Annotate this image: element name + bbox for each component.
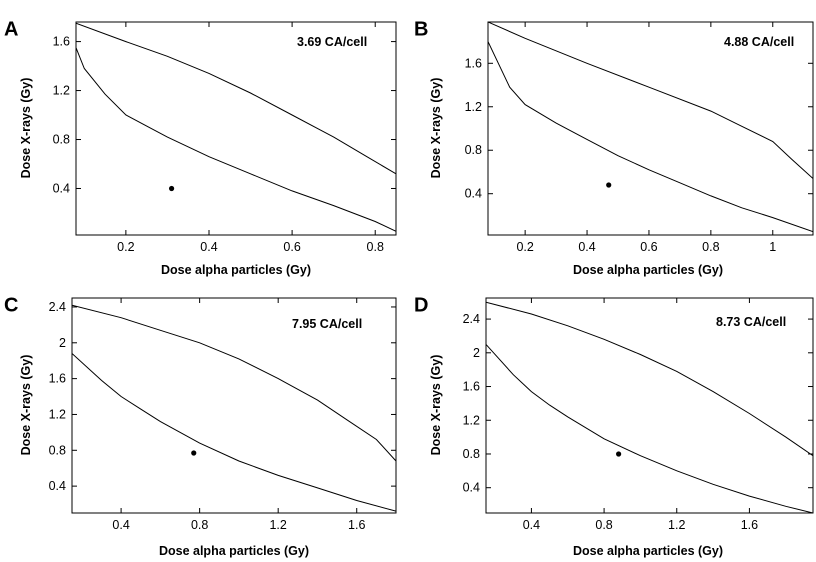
x-tick-label: 0.6 xyxy=(640,240,657,254)
measured-point xyxy=(168,185,175,192)
x-tick-label: 1.2 xyxy=(269,518,286,532)
y-tick-label: 0.8 xyxy=(49,443,66,457)
y-tick-label: 0.4 xyxy=(463,481,480,495)
y-tick-label: 1.6 xyxy=(53,35,70,49)
y-tick-label: 1.6 xyxy=(463,380,480,394)
y-tick-label: 0.4 xyxy=(53,181,70,195)
y-tick-label: 0.8 xyxy=(463,447,480,461)
y-axis-label: Dose X-rays (Gy) xyxy=(429,78,443,179)
panel-letter: A xyxy=(4,19,18,41)
x-tick-label: 0.8 xyxy=(367,240,384,254)
y-tick-label: 1.6 xyxy=(49,372,66,386)
x-axis-label: Dose alpha particles (Gy) xyxy=(573,544,723,558)
x-tick-label: 0.8 xyxy=(595,518,612,532)
measured-point xyxy=(191,450,197,456)
x-tick-label: 1.2 xyxy=(668,518,685,532)
plot-frame xyxy=(71,297,397,514)
upper-boundary-line xyxy=(72,304,396,462)
x-tick-label: 0.4 xyxy=(578,240,595,254)
panel-letter: B xyxy=(414,19,428,41)
aberration-annotation: 4.88 CA/cell xyxy=(724,35,794,49)
x-tick-label: 0.6 xyxy=(283,240,300,254)
aberration-annotation: 7.95 CA/cell xyxy=(292,317,362,331)
y-tick-label: 0.8 xyxy=(53,133,70,147)
y-tick-label: 2.4 xyxy=(49,300,66,314)
x-axis-label: Dose alpha particles (Gy) xyxy=(159,544,309,558)
y-tick-label: 1.2 xyxy=(49,407,66,421)
y-tick-label: 1.6 xyxy=(465,56,482,70)
y-axis-label: Dose X-rays (Gy) xyxy=(429,355,443,456)
panel-letter: D xyxy=(414,295,428,317)
y-axis-label: Dose X-rays (Gy) xyxy=(19,78,33,179)
y-tick-label: 0.4 xyxy=(49,479,66,493)
y-tick-label: 2 xyxy=(473,346,480,360)
x-axis-label: Dose alpha particles (Gy) xyxy=(161,263,311,277)
y-tick-label: 2.4 xyxy=(463,312,480,326)
measured-point xyxy=(606,182,612,188)
upper-boundary-line xyxy=(486,301,813,457)
y-tick-label: 1.2 xyxy=(463,413,480,427)
panel-a: A 3.69 CA/cell 0.2 0.4 0.6 0.8 0.4 0.8 1.2 1.6 Dos… xyxy=(4,19,397,277)
lower-boundary-line xyxy=(72,353,396,512)
y-tick-label: 1.2 xyxy=(53,84,70,98)
panel-c: C 7.95 CA/cell 0.4 0.8 1.2 1.6 0.4 0.8 1.2 1.6 2 2.… xyxy=(4,295,397,558)
plot-frame xyxy=(487,21,814,236)
x-tick-label: 0.8 xyxy=(702,240,719,254)
lower-boundary-line xyxy=(488,41,813,233)
x-tick-label: 0.4 xyxy=(200,240,217,254)
x-tick-label: 1.6 xyxy=(348,518,365,532)
x-tick-label: 0.8 xyxy=(191,518,208,532)
panel-b: B 4.88 CA/cell 0.2 0.4 0.6 0.8 1 0.4 0.8 1.2 1.6 Do… xyxy=(414,19,814,277)
y-tick-label: 1.2 xyxy=(465,100,482,114)
lower-boundary-line xyxy=(486,344,813,513)
y-axis-label: Dose X-rays (Gy) xyxy=(19,355,33,456)
aberration-annotation: 3.69 CA/cell xyxy=(297,35,367,49)
y-tick-label: 0.4 xyxy=(465,187,482,201)
plot-frame xyxy=(485,297,814,514)
panel-d: D 8.73 CA/cell 0.4 0.8 1.2 1.6 0.4 0.8 1.2 1.6 2 2.… xyxy=(414,295,814,558)
measured-point xyxy=(616,451,622,457)
x-tick-label: 0.4 xyxy=(112,518,129,532)
y-tick-label: 0.8 xyxy=(465,143,482,157)
panel-letter: C xyxy=(4,295,18,317)
x-tick-label: 0.4 xyxy=(523,518,540,532)
aberration-annotation: 8.73 CA/cell xyxy=(716,315,786,329)
y-tick-label: 2 xyxy=(59,336,66,350)
x-tick-label: 1 xyxy=(769,240,776,254)
x-tick-label: 0.2 xyxy=(117,240,134,254)
x-tick-label: 0.2 xyxy=(516,240,533,254)
x-axis-label: Dose alpha particles (Gy) xyxy=(573,263,723,277)
lower-boundary-line xyxy=(76,47,396,232)
upper-boundary-line xyxy=(76,22,396,175)
upper-boundary-line xyxy=(488,22,813,179)
x-tick-label: 1.6 xyxy=(741,518,758,532)
plot-frame xyxy=(75,21,397,236)
